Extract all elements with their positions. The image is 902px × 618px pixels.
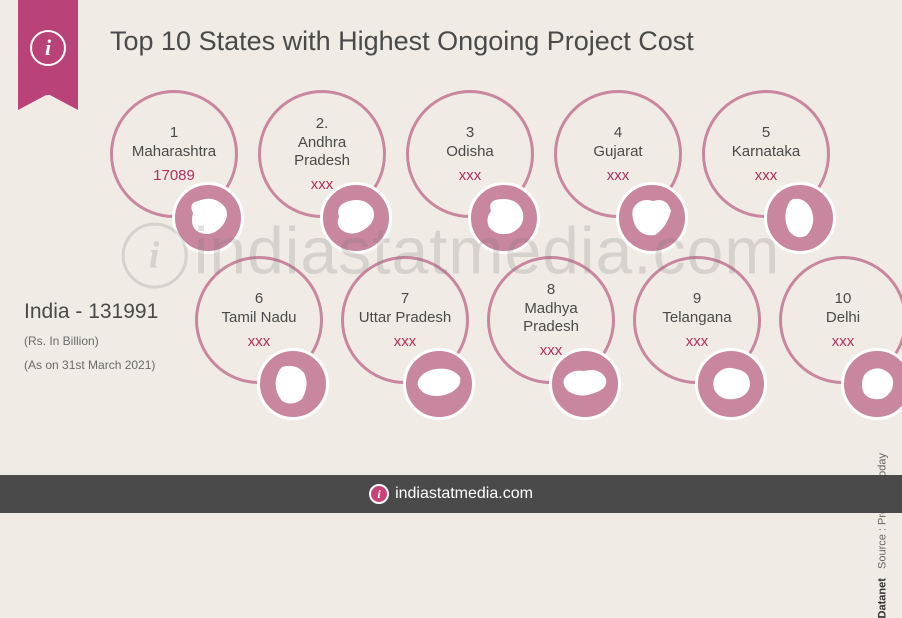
state-value: xxx <box>755 167 778 184</box>
state-item: 9Telangana xxx <box>633 256 761 384</box>
state-map-icon <box>468 182 540 254</box>
info-icon: i <box>30 30 66 66</box>
state-value: xxx <box>832 333 855 350</box>
state-rank-name: 3Odisha <box>446 124 494 162</box>
state-rank-name: 7Uttar Pradesh <box>359 290 452 328</box>
date-note: (As on 31st March 2021) <box>24 358 158 372</box>
state-map-icon <box>616 182 688 254</box>
state-item: 7Uttar Pradesh xxx <box>341 256 469 384</box>
state-map-icon <box>549 348 621 420</box>
state-item: 4Gujarat xxx <box>554 90 684 218</box>
page-title: Top 10 States with Highest Ongoing Proje… <box>110 26 694 57</box>
state-value: xxx <box>540 342 563 359</box>
state-item: 10Delhi xxx <box>779 256 902 384</box>
state-map-icon <box>764 182 836 254</box>
state-value: xxx <box>394 333 417 350</box>
state-value: 17089 <box>153 167 195 184</box>
state-item: 2.Andhra Pradesh xxx <box>258 90 388 218</box>
states-grid: 1Maharashtra 17089 2.Andhra Pradesh xxx … <box>0 90 902 422</box>
state-item: 1Maharashtra 17089 <box>110 90 240 218</box>
state-map-icon <box>403 348 475 420</box>
unit-note: (Rs. In Billion) <box>24 334 158 348</box>
state-map-icon <box>172 182 244 254</box>
footer-logo-icon: i <box>369 484 389 504</box>
state-rank-name: 1Maharashtra <box>132 124 216 162</box>
state-item: 3Odisha xxx <box>406 90 536 218</box>
state-map-icon <box>257 348 329 420</box>
state-rank-name: 5Karnataka <box>732 124 800 162</box>
state-value: xxx <box>311 176 334 193</box>
states-row-1: 1Maharashtra 17089 2.Andhra Pradesh xxx … <box>110 90 902 218</box>
state-value: xxx <box>248 333 271 350</box>
state-item: 5Karnataka xxx <box>702 90 832 218</box>
state-item: 8Madhya Pradesh xxx <box>487 256 615 384</box>
state-value: xxx <box>459 167 482 184</box>
footer-brand: indiastatmedia.com <box>395 485 533 503</box>
state-item: 6Tamil Nadu xxx <box>195 256 323 384</box>
state-rank-name: 9Telangana <box>662 290 731 328</box>
state-rank-name: 2.Andhra Pradesh <box>269 115 375 171</box>
footer-bar: i indiastatmedia.com <box>0 475 902 513</box>
state-rank-name: 8Madhya Pradesh <box>498 281 604 337</box>
state-rank-name: 4Gujarat <box>593 124 642 162</box>
india-total-label: India - 131991 <box>24 300 158 324</box>
india-total-box: India - 131991 (Rs. In Billion) (As on 3… <box>24 300 158 372</box>
state-map-icon <box>320 182 392 254</box>
state-map-icon <box>695 348 767 420</box>
state-map-icon <box>841 348 902 420</box>
state-value: xxx <box>607 167 630 184</box>
state-rank-name: 6Tamil Nadu <box>221 290 296 328</box>
states-row-2: 6Tamil Nadu xxx 7Uttar Pradesh xxx 8Madh… <box>195 256 902 384</box>
state-rank-name: 10Delhi <box>826 290 860 328</box>
state-value: xxx <box>686 333 709 350</box>
